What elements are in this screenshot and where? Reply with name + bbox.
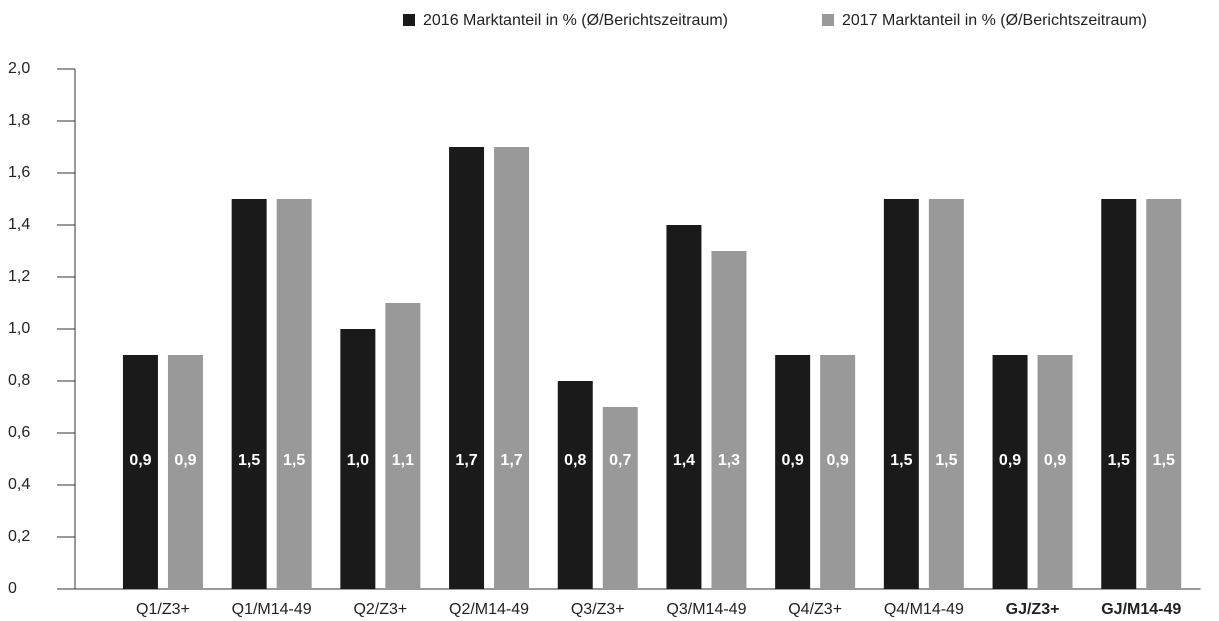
value-label: 0,9 [999,452,1021,469]
value-label: 0,9 [782,452,804,469]
y-tick-label: 0,2 [8,528,30,545]
bar [820,355,856,589]
x-tick-label: Q3/Z3+ [571,601,625,618]
y-tick-label: 0,4 [8,476,30,493]
legend-label: 2017 Marktanteil in % (Ø/Berichtszeitrau… [842,12,1147,29]
value-label: 1,5 [935,452,957,469]
legend-swatch [822,14,834,26]
value-label: 1,7 [455,452,477,469]
value-label: 1,5 [238,452,260,469]
value-label: 1,0 [347,452,369,469]
x-tick-label: Q4/M14-49 [884,601,964,618]
y-tick-label: 1,2 [8,268,30,285]
bar [167,355,203,589]
bar [666,225,702,589]
bar [928,199,964,589]
y-tick-label: 2,0 [8,60,30,77]
y-tick-label: 1,6 [8,164,30,181]
legend-swatch [403,14,415,26]
value-label: 0,7 [609,452,631,469]
bar [494,147,530,589]
value-label: 1,5 [1153,452,1175,469]
value-label: 1,7 [500,452,522,469]
x-tick-label: Q4/Z3+ [788,601,842,618]
legend-label: 2016 Marktanteil in % (Ø/Berichtszeitrau… [423,12,728,29]
value-label: 0,9 [1044,452,1066,469]
bar [276,199,312,589]
value-label: 1,5 [890,452,912,469]
bar [711,251,747,589]
y-tick-label: 0,6 [8,424,30,441]
x-tick-label: Q1/M14-49 [232,601,312,618]
x-tick-label: Q1/Z3+ [136,601,190,618]
value-label: 0,8 [564,452,586,469]
value-label: 1,1 [392,452,414,469]
bar [1146,199,1182,589]
value-label: 1,5 [283,452,305,469]
value-label: 0,9 [827,452,849,469]
y-tick-label: 1,4 [8,216,30,233]
bar [883,199,919,589]
bar [992,355,1028,589]
bar [449,147,485,589]
value-label: 1,4 [673,452,695,469]
x-tick-label: Q2/Z3+ [353,601,407,618]
value-label: 1,5 [1108,452,1130,469]
bar [385,303,421,589]
bar [231,199,267,589]
x-tick-label: GJ/Z3+ [1006,601,1060,618]
value-label: 0,9 [129,452,151,469]
bar [557,381,593,589]
bar [340,329,376,589]
bar [1037,355,1073,589]
bar [1101,199,1137,589]
value-label: 1,3 [718,452,740,469]
x-tick-label: Q2/M14-49 [449,601,529,618]
value-label: 0,9 [174,452,196,469]
x-tick-label: Q3/M14-49 [666,601,746,618]
y-tick-label: 1,8 [8,112,30,129]
bar [775,355,811,589]
y-tick-label: 0 [8,580,17,597]
bar [122,355,158,589]
y-tick-label: 0,8 [8,372,30,389]
y-tick-label: 1,0 [8,320,30,337]
x-tick-label: GJ/M14-49 [1101,601,1181,618]
bar [602,407,638,589]
